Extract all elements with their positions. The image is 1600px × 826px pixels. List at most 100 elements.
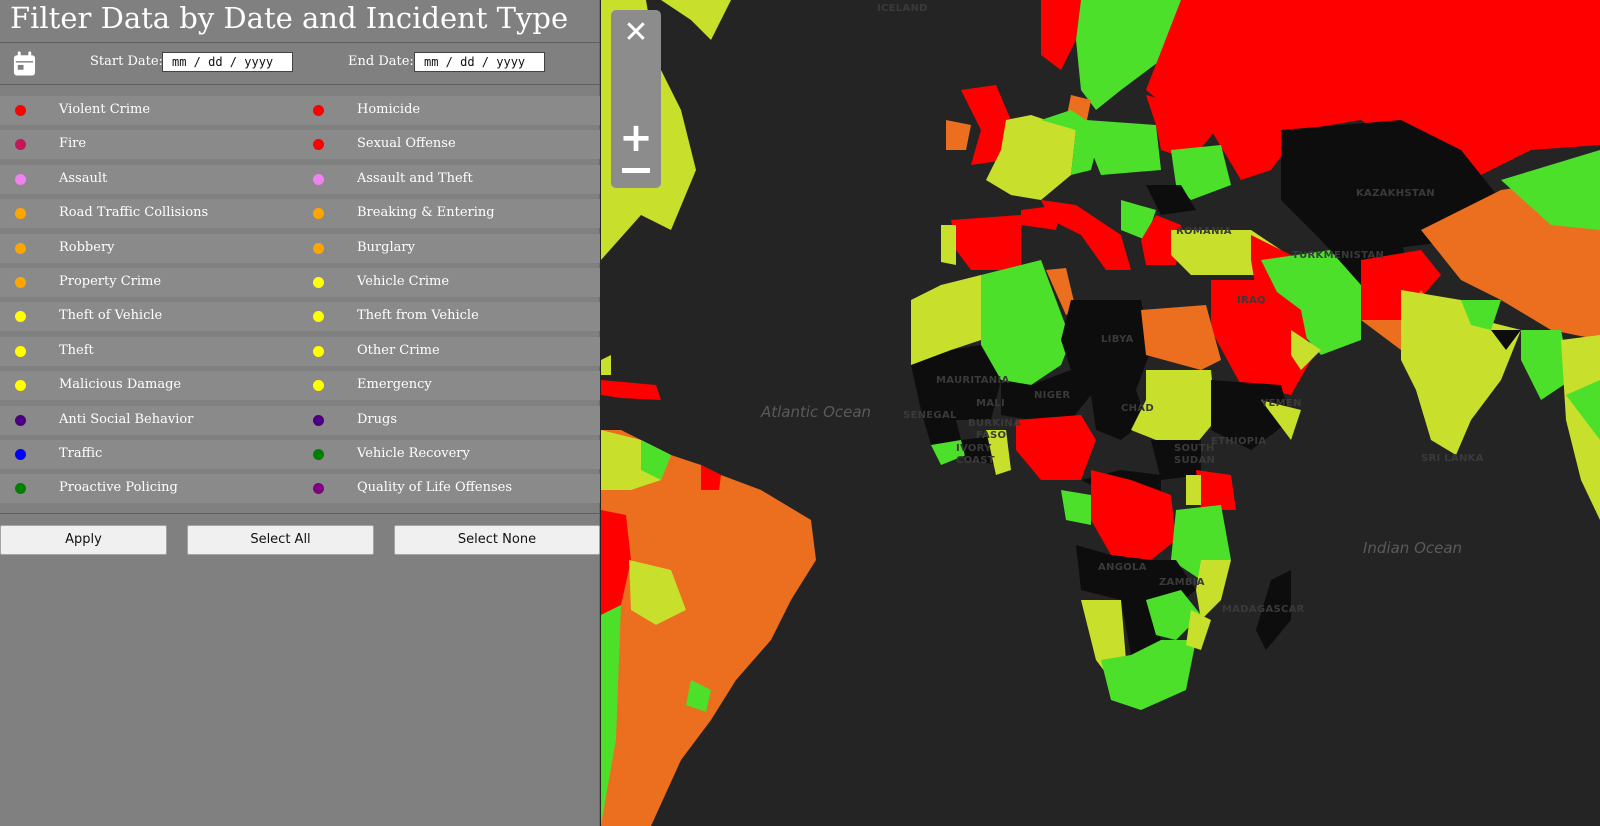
incident-color-dot <box>15 173 26 185</box>
incident-type-label: Sexual Offense <box>357 136 456 152</box>
select-all-button[interactable]: Select All <box>187 525 374 555</box>
incident-type-label: Homicide <box>357 102 421 117</box>
map-canvas[interactable] <box>601 0 1600 826</box>
incident-type-label: Other Crime <box>357 342 440 358</box>
start-date-label: Start Date: <box>90 54 163 69</box>
start-date-input[interactable]: mm / dd / yyyy <box>162 52 293 72</box>
incident-type-label: Theft <box>59 342 94 358</box>
incident-color-dot <box>313 105 324 116</box>
incident-color-dot <box>313 345 324 357</box>
map-label-mauritania: MAURITANIA <box>936 375 1010 386</box>
incident-type-label: Theft from Vehicle <box>357 308 479 324</box>
incident-color-dot <box>15 345 26 357</box>
incident-type-item[interactable]: Sexual Offense <box>298 130 600 160</box>
choropleth-map[interactable]: ICELAND KAZAKHSTAN TURKMENISTAN ROMANIA … <box>601 0 1600 826</box>
incident-type-list: Violent Crime Fire Assault Road Traffic Col… <box>0 96 600 506</box>
map-controls: ✕ + <box>611 10 661 188</box>
calendar-icon[interactable] <box>13 51 36 77</box>
divider <box>0 42 600 43</box>
incident-type-item[interactable]: Theft of Vehicle <box>0 302 302 332</box>
incident-type-item[interactable]: Vehicle Crime <box>298 268 600 297</box>
incident-type-label: Fire <box>59 136 87 152</box>
incident-type-item[interactable]: Proactive Policing <box>0 474 302 504</box>
map-label-zambia: ZAMBIA <box>1159 577 1205 588</box>
incident-type-item[interactable]: Traffic <box>0 440 302 469</box>
map-label-iceland: ICELAND <box>877 3 928 14</box>
incident-color-dot <box>313 380 324 392</box>
incident-type-label: Road Traffic Collisions <box>59 205 209 221</box>
incident-color-dot <box>15 380 26 392</box>
incident-type-label: Malicious Damage <box>59 377 182 393</box>
incident-type-item[interactable]: Theft from Vehicle <box>298 302 600 332</box>
incident-type-item[interactable]: Assault <box>0 164 302 194</box>
incident-type-label: Vehicle Crime <box>357 274 450 289</box>
map-label-ethiopia: ETHIOPIA <box>1211 436 1267 447</box>
incident-type-label: Proactive Policing <box>59 480 178 496</box>
map-label-chad: CHAD <box>1121 403 1154 414</box>
incident-color-dot <box>313 277 324 288</box>
incident-type-item[interactable]: Quality of Life Offenses <box>298 474 600 504</box>
incident-type-label: Traffic <box>59 446 103 461</box>
incident-type-label: Violent Crime <box>59 102 151 117</box>
map-label-sri-lanka: SRI LANKA <box>1421 453 1484 464</box>
incident-color-dot <box>15 311 26 323</box>
incident-type-label: Breaking & Entering <box>357 205 495 221</box>
incident-type-item[interactable]: Assault and Theft <box>298 164 600 194</box>
divider <box>0 513 600 514</box>
incident-type-label: Theft of Vehicle <box>59 308 163 324</box>
incident-type-item[interactable]: Breaking & Entering <box>298 199 600 229</box>
panel-title: Filter Data by Date and Incident Type <box>10 1 569 35</box>
map-label-burkina-faso: BURKINA <box>968 418 1022 429</box>
select-none-button[interactable]: Select None <box>394 525 600 555</box>
filter-panel: Filter Data by Date and Incident Type St… <box>0 0 600 826</box>
incident-type-item[interactable]: Road Traffic Collisions <box>0 199 302 229</box>
apply-button[interactable]: Apply <box>0 525 167 555</box>
divider <box>0 84 600 85</box>
incident-type-label: Assault <box>59 170 108 186</box>
incident-color-dot <box>15 139 26 151</box>
incident-type-item[interactable]: Violent Crime <box>0 96 302 125</box>
incident-color-dot <box>15 105 26 116</box>
map-label-senegal: SENEGAL <box>903 410 957 421</box>
incident-type-item[interactable]: Burglary <box>298 233 600 263</box>
incident-type-item[interactable]: Malicious Damage <box>0 371 302 401</box>
incident-color-dot <box>313 414 324 426</box>
incident-type-item[interactable]: Emergency <box>298 371 600 401</box>
map-label-romania: ROMANIA <box>1176 226 1232 237</box>
incident-type-label: Assault and Theft <box>357 170 473 186</box>
ocean-label-indian: Indian Ocean <box>1363 539 1463 557</box>
incident-color-dot <box>313 208 324 220</box>
incident-type-item[interactable]: Anti Social Behavior <box>0 405 302 435</box>
incident-color-dot <box>15 208 26 220</box>
zoom-in-icon[interactable]: + <box>619 115 653 161</box>
incident-type-item[interactable]: Drugs <box>298 405 600 435</box>
map-label-south-sudan: SUDAN <box>1174 455 1216 466</box>
incident-type-label: Emergency <box>357 377 432 393</box>
incident-type-label: Drugs <box>357 411 398 427</box>
zoom-out-icon[interactable] <box>611 160 661 180</box>
incident-type-label: Property Crime <box>59 274 162 289</box>
incident-type-label: Burglary <box>357 239 415 255</box>
incident-color-dot <box>313 449 324 460</box>
map-label-niger: NIGER <box>1034 390 1071 401</box>
incident-color-dot <box>313 311 324 323</box>
incident-color-dot <box>15 277 26 288</box>
incident-type-item[interactable]: Homicide <box>298 96 600 125</box>
incident-type-item[interactable]: Fire <box>0 130 302 160</box>
map-label-iraq: IRAQ <box>1237 295 1266 306</box>
incident-type-item[interactable]: Robbery <box>0 233 302 263</box>
incident-type-item[interactable]: Vehicle Recovery <box>298 440 600 469</box>
incident-color-dot <box>15 449 26 460</box>
end-date-input[interactable]: mm / dd / yyyy <box>414 52 545 72</box>
incident-type-item[interactable]: Other Crime <box>298 336 600 366</box>
map-label-ivory-coast: COAST <box>956 455 995 466</box>
incident-type-item[interactable]: Theft <box>0 336 302 366</box>
incident-type-item[interactable]: Property Crime <box>0 268 302 297</box>
map-label-turkmenistan: TURKMENISTAN <box>1292 250 1385 261</box>
incident-color-dot <box>313 173 324 185</box>
incident-type-label: Quality of Life Offenses <box>357 480 512 496</box>
map-label-yemen: YEMEN <box>1261 398 1302 409</box>
close-icon[interactable]: ✕ <box>623 15 649 50</box>
map-label-mali: MALI <box>976 398 1005 409</box>
map-label-kazakhstan: KAZAKHSTAN <box>1356 188 1435 199</box>
